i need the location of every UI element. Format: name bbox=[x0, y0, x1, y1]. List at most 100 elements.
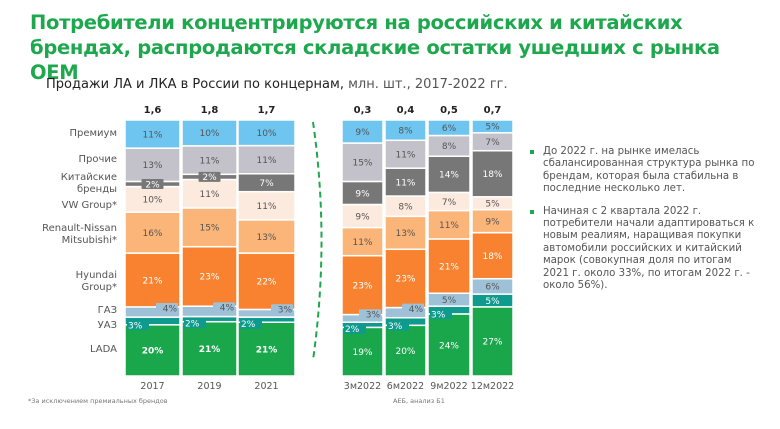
segment-label: 9% bbox=[485, 217, 500, 227]
segment-label: 9% bbox=[355, 128, 370, 138]
segment-label: 16% bbox=[142, 229, 162, 239]
bar-segment bbox=[341, 326, 384, 377]
bar-segment bbox=[427, 313, 471, 377]
segment-label: 3% bbox=[278, 306, 293, 316]
segment-label: 21% bbox=[142, 276, 162, 286]
bar-segment bbox=[237, 190, 296, 221]
legend-vw: VW Group* bbox=[61, 200, 117, 211]
segment-label: 18% bbox=[482, 170, 502, 180]
segment-label: 2% bbox=[185, 319, 200, 329]
subtitle-unit: млн. шт., 2017-2022 гг. bbox=[343, 77, 508, 92]
chart-subtitle: Продажи ЛА и ЛКА в России по концернам, … bbox=[46, 77, 508, 92]
segment-label: 11% bbox=[352, 238, 372, 248]
bar-segment bbox=[471, 149, 514, 198]
footnote: *За исключением премиальных брендов bbox=[28, 397, 168, 405]
segment-label: 3% bbox=[366, 311, 381, 321]
segment-label-box bbox=[402, 303, 424, 314]
segment-label-box bbox=[141, 179, 164, 189]
bar-segment bbox=[124, 324, 181, 377]
segment-label: 20% bbox=[142, 347, 164, 357]
bar-segment bbox=[181, 320, 238, 377]
segment-label-box bbox=[213, 302, 235, 313]
bar-segment bbox=[427, 209, 471, 240]
segment-label: 10% bbox=[142, 196, 162, 206]
segment-label-box bbox=[127, 319, 149, 330]
segment-label: 3% bbox=[431, 310, 446, 320]
bar-segment bbox=[181, 245, 238, 307]
bar-segment bbox=[384, 215, 427, 251]
bar-segment bbox=[181, 207, 238, 248]
total-label: 0,3 bbox=[354, 105, 372, 116]
source: АЕБ, анализ Б1 bbox=[393, 397, 445, 405]
segment-label: 2% bbox=[345, 325, 360, 335]
segment-label: 5% bbox=[442, 296, 457, 306]
bar-segment bbox=[124, 119, 181, 149]
break-divider bbox=[312, 121, 323, 361]
category-label: 12м2022 bbox=[471, 381, 514, 392]
total-label: 0,5 bbox=[440, 105, 458, 116]
subtitle-main: Продажи ЛА и ЛКА в России по концернам, bbox=[46, 77, 344, 92]
category-label: 2021 bbox=[254, 381, 278, 392]
note-item: До 2022 г. на рынке имелась сбалансирова… bbox=[530, 146, 760, 196]
segment-label: 23% bbox=[395, 275, 415, 285]
slide-title: Потребители концентрируются на российски… bbox=[30, 11, 720, 84]
segment-label: 18% bbox=[482, 252, 502, 262]
total-label: 0,7 bbox=[484, 105, 502, 116]
segment-label: 15% bbox=[352, 159, 372, 169]
segment-label: 23% bbox=[352, 281, 372, 291]
legend-renault: Renault-Nissan Mitsubishi* bbox=[42, 223, 117, 246]
segment-label: 13% bbox=[142, 161, 162, 171]
segment-label: 5% bbox=[485, 123, 500, 133]
bar-segment bbox=[384, 119, 427, 142]
category-label: 6м2022 bbox=[387, 381, 424, 392]
total-label: 1,6 bbox=[144, 105, 162, 116]
bar-segment bbox=[124, 211, 181, 254]
segment-label: 15% bbox=[199, 224, 219, 234]
segment-label: 11% bbox=[256, 202, 276, 212]
segment-label: 3% bbox=[128, 321, 143, 331]
segment-label: 7% bbox=[259, 179, 274, 189]
legend-uaz: УАЗ bbox=[97, 320, 117, 331]
bar-segment bbox=[427, 119, 471, 137]
category-label: 9м2022 bbox=[430, 381, 467, 392]
category-label: 2019 bbox=[197, 381, 221, 392]
segment-label: 4% bbox=[163, 304, 178, 314]
segment-label: 20% bbox=[395, 347, 415, 357]
segment-label-box bbox=[344, 323, 366, 334]
segment-label: 13% bbox=[256, 233, 276, 243]
segment-label: 14% bbox=[439, 171, 459, 181]
segment-label: 19% bbox=[352, 348, 372, 358]
bar-segment bbox=[341, 142, 384, 183]
bar-segment bbox=[124, 185, 181, 213]
bar-segment bbox=[341, 119, 384, 144]
legend-lada: LADA bbox=[89, 344, 117, 355]
bar-segment bbox=[237, 119, 296, 147]
segment-label: 8% bbox=[442, 142, 457, 152]
segment-label-box bbox=[198, 171, 221, 182]
segment-label-box bbox=[184, 318, 206, 329]
segment-label: 24% bbox=[439, 341, 459, 351]
bullet-icon bbox=[530, 150, 534, 154]
segment-label: 21% bbox=[439, 262, 459, 272]
segment-label: 11% bbox=[395, 151, 415, 161]
segment-label: 8% bbox=[398, 126, 413, 136]
segment-label: 21% bbox=[256, 345, 278, 355]
bar-segment bbox=[384, 324, 427, 377]
segment-label: 5% bbox=[485, 200, 500, 210]
segment-label: 6% bbox=[485, 283, 500, 293]
bar-segment bbox=[471, 231, 514, 280]
note-item: Начиная с 2 квартала 2022 г. потребители… bbox=[530, 206, 760, 293]
note-text: До 2022 г. на рынке имелась сбалансирова… bbox=[543, 146, 755, 195]
segment-label: 3% bbox=[388, 322, 403, 332]
segment-label: 11% bbox=[256, 156, 276, 166]
segment-label: 10% bbox=[199, 129, 219, 139]
segment-label: 11% bbox=[142, 130, 162, 140]
segment-label-box bbox=[156, 303, 178, 313]
segment-label: 9% bbox=[355, 189, 370, 199]
segment-label: 11% bbox=[199, 190, 219, 200]
segment-label-box bbox=[240, 318, 262, 329]
total-label: 1,8 bbox=[201, 105, 219, 116]
legend-gaz: ГАЗ bbox=[97, 305, 117, 316]
total-label: 1,7 bbox=[258, 105, 276, 116]
legend-other: Прочие bbox=[78, 154, 117, 165]
